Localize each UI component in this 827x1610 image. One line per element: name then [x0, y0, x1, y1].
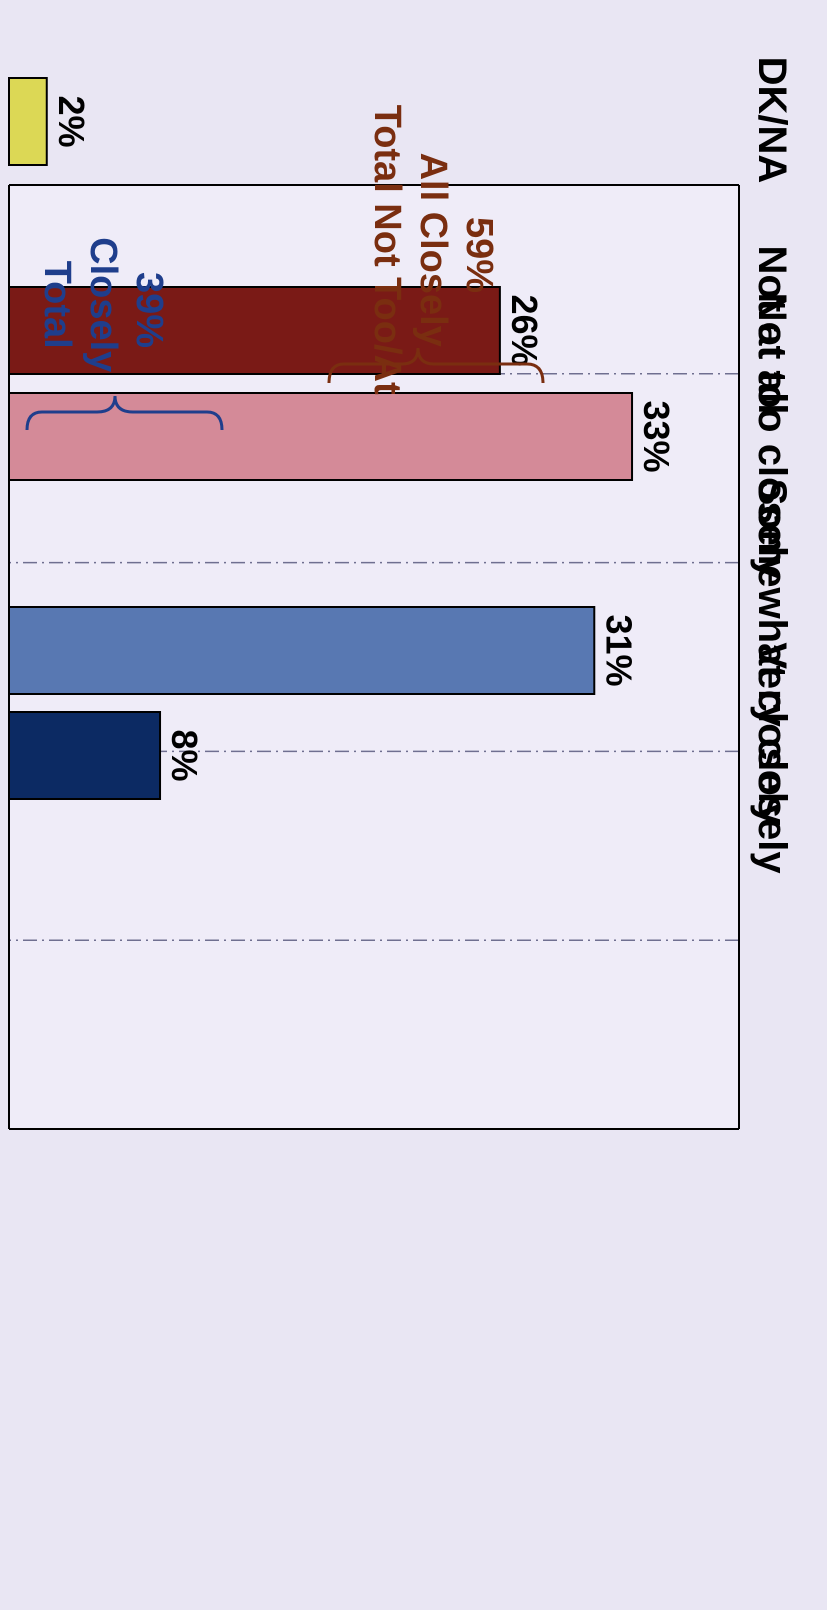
value-label-very-closely: 8% [164, 729, 205, 781]
value-labels: 8% 31% 33% 26% 2% [51, 95, 677, 781]
bar-dk-na [8, 77, 48, 166]
category-label-not-too-closely: Not too closely [750, 293, 794, 580]
bar-not-too-closely [8, 392, 634, 481]
total-closely-line-2: Closely [82, 237, 124, 372]
total-closely-line-3: 39% [128, 272, 170, 348]
value-label-not-too-closely: 33% [636, 400, 677, 472]
value-label-somewhat-closely: 31% [598, 614, 639, 686]
not-closely-brace [327, 347, 545, 384]
closely-brace [25, 395, 224, 431]
total-not-closely-line-1: Total Not Too/At [366, 105, 408, 395]
category-label-very-closely: Very closely [750, 642, 794, 874]
total-not-closely-line-2: All Closely [412, 153, 454, 347]
bar-somewhat-closely [7, 606, 596, 695]
value-label-dk-na: 2% [51, 95, 92, 147]
category-label-somewhat-closely: Somewhat closely [750, 479, 794, 827]
bars [7, 77, 634, 800]
total-closely-line-1: Total [36, 261, 78, 349]
total-not-closely-annotation: Total Not Too/At All Closely 59% [366, 105, 500, 405]
category-label-dk-na: DK/NA [750, 57, 794, 184]
value-label-not-at-all: 26% [504, 294, 545, 366]
bar-very-closely [7, 711, 162, 800]
total-not-closely-line-3: 59% [458, 217, 500, 293]
category-label-not-at-all: Not at all [750, 246, 794, 415]
total-closely-annotation: Total Closely 39% [36, 237, 170, 383]
